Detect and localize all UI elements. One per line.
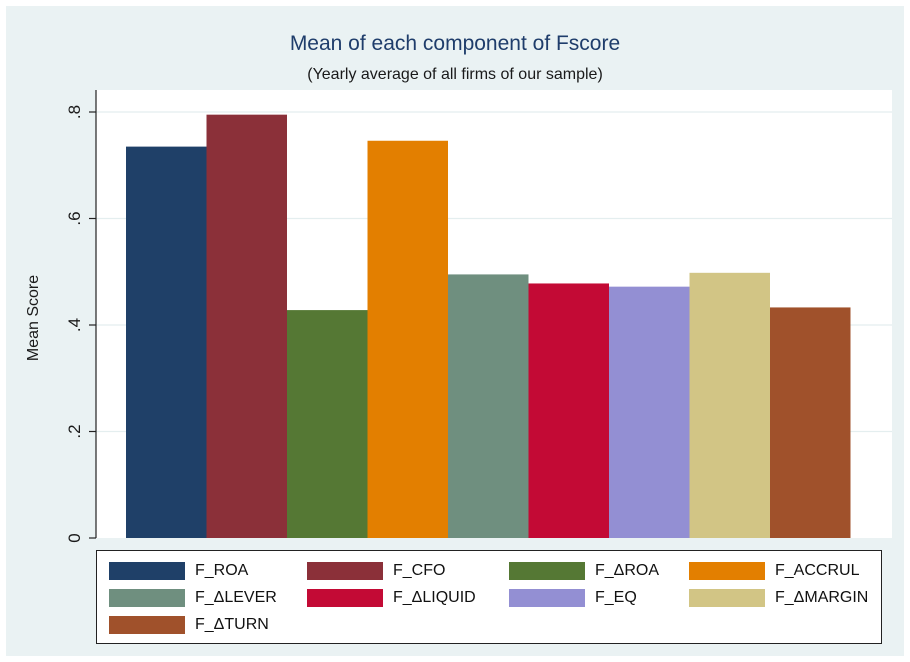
bar-3: [287, 310, 368, 538]
legend-label: F_EQ: [595, 589, 637, 606]
bar-2: [206, 114, 287, 538]
bar-9: [770, 307, 851, 538]
legend-item: F_ΔROA: [509, 561, 659, 581]
legend-swatch: [109, 562, 185, 580]
legend-swatch: [109, 589, 185, 607]
legend-item: F_ΔTURN: [109, 615, 269, 635]
bar-chart: 0 .2 .4 .6 .8: [65, 90, 892, 543]
y-tick-label: .2: [65, 424, 84, 438]
bar-8: [689, 272, 770, 538]
bar-4: [367, 140, 448, 538]
legend-swatch: [307, 589, 383, 607]
legend-item: F_ΔLIQUID: [307, 588, 476, 608]
legend-swatch: [689, 589, 765, 607]
legend-label: F_ΔROA: [595, 562, 660, 579]
legend-swatch: [109, 616, 185, 634]
legend-item: F_EQ: [509, 588, 637, 608]
legend-label: F_CFO: [393, 562, 446, 579]
legend-label: F_ROA: [195, 562, 249, 579]
legend-item: F_ΔMARGIN: [689, 588, 868, 608]
legend-label: F_ACCRUL: [775, 562, 860, 579]
y-tick-label: .6: [65, 211, 84, 225]
legend-item: F_ROA: [109, 561, 248, 581]
chart-subtitle: (Yearly average of all firms of our samp…: [307, 66, 603, 83]
bar-7: [609, 286, 690, 538]
chart-title: Mean of each component of Fscore: [289, 32, 621, 55]
bar-6: [528, 283, 609, 538]
legend-label: F_ΔLEVER: [195, 589, 277, 606]
bar-1: [126, 146, 207, 539]
y-tick-label: 0: [65, 533, 84, 542]
y-tick-label: .4: [65, 318, 84, 332]
legend-item: F_ACCRUL: [689, 561, 859, 581]
legend-label: F_ΔLIQUID: [393, 589, 476, 606]
y-tick-label: .8: [65, 105, 84, 119]
legend-swatch: [509, 562, 585, 580]
legend-label: F_ΔTURN: [195, 616, 269, 633]
legend-swatch: [509, 589, 585, 607]
legend: F_ROA F_CFO F_ΔROA F_ACCRUL F_ΔLEVER F_ΔLIQUI…: [96, 550, 882, 644]
chart-frame: Mean of each component of Fscore (Yearly…: [6, 6, 904, 656]
legend-swatch: [307, 562, 383, 580]
legend-label: F_ΔMARGIN: [775, 589, 869, 606]
legend-item: F_ΔLEVER: [109, 588, 277, 608]
legend-swatch: [689, 562, 765, 580]
bar-5: [448, 274, 529, 538]
legend-item: F_CFO: [307, 561, 445, 581]
